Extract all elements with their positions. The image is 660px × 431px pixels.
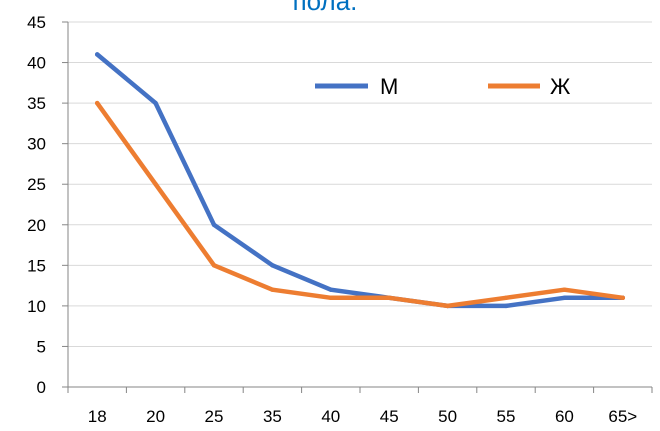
x-tick-label: 20 — [146, 407, 165, 426]
data-point — [503, 303, 509, 309]
y-tick-label: 5 — [37, 337, 46, 356]
axes: 0 5 10 15 20 25 30 35 40 45 18 20 25 35 40 45 50 55 60 65> — [27, 13, 653, 426]
data-point — [328, 295, 333, 300]
y-tick-label: 20 — [27, 216, 46, 235]
y-tick-label: 40 — [27, 54, 46, 73]
gridlines — [68, 21, 652, 388]
x-tick-label: 18 — [88, 407, 107, 426]
data-point — [211, 263, 217, 268]
legend-label: Ж — [550, 74, 571, 99]
y-tick-label: 35 — [27, 94, 46, 113]
x-tick-label: 45 — [380, 407, 399, 426]
chart-title: пола. — [293, 0, 358, 16]
data-point — [562, 295, 567, 300]
x-tick-label: 55 — [497, 407, 516, 426]
data-point — [153, 182, 158, 187]
data-point — [503, 295, 509, 300]
x-tick-label: 50 — [438, 407, 457, 426]
legend-label: М — [380, 74, 398, 99]
y-tick-label: 45 — [27, 13, 46, 32]
y-tick-label: 15 — [27, 256, 46, 275]
y-tick-label: 0 — [37, 378, 46, 397]
data-point — [445, 303, 450, 309]
data-point — [270, 287, 275, 292]
x-tick-label: 65> — [608, 407, 637, 426]
data-point — [95, 52, 100, 57]
series-line-1 — [94, 52, 626, 309]
y-tick-label: 30 — [27, 135, 46, 154]
data-point — [211, 222, 217, 227]
series-lines — [94, 52, 626, 309]
data-point — [620, 295, 625, 300]
data-point — [153, 100, 158, 106]
y-tick-label: 10 — [27, 297, 46, 316]
data-point — [562, 287, 567, 292]
series-line-2 — [94, 100, 626, 309]
data-point — [95, 100, 100, 106]
x-tick-label: 25 — [205, 407, 224, 426]
x-tick-label: 40 — [321, 407, 340, 426]
x-tick-label: 60 — [555, 407, 574, 426]
data-point — [270, 263, 275, 268]
data-point — [328, 287, 333, 292]
y-tick-label: 25 — [27, 175, 46, 194]
x-tick-label: 35 — [263, 407, 282, 426]
data-point — [387, 295, 392, 300]
